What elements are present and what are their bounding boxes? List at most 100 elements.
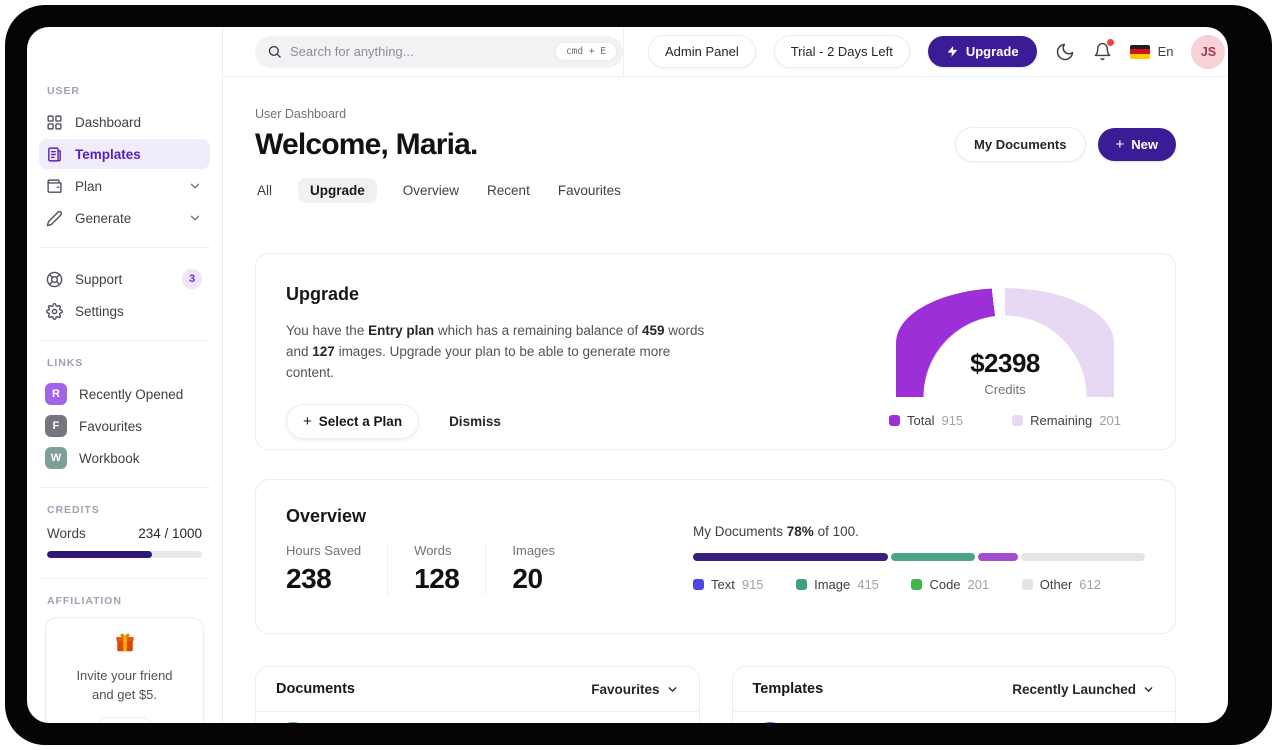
legend-swatch — [1012, 415, 1024, 426]
tabs: All Upgrade Overview Recent Favourites — [255, 178, 1176, 203]
lifebuoy-icon — [45, 270, 63, 288]
sidebar-link-favourites[interactable]: F Favourites — [39, 411, 210, 441]
gauge-center: $2398 Credits — [896, 348, 1114, 397]
upgrade-card: Upgrade You have the Entry plan which ha… — [255, 253, 1176, 450]
pencil-icon — [45, 209, 63, 227]
tab-all[interactable]: All — [257, 183, 273, 198]
upgrade-card-text: You have the Entry plan which has a rema… — [286, 323, 705, 380]
letter-badge: R — [45, 383, 67, 405]
device-frame: USER Dashboard Templates — [5, 5, 1272, 745]
link-label: Recently Opened — [79, 386, 184, 402]
dark-mode-toggle[interactable] — [1055, 42, 1075, 62]
sidebar-section-affiliation: AFFILIATION — [47, 595, 122, 607]
bar-segment-image — [890, 553, 976, 561]
gauge-label: Credits — [984, 382, 1026, 397]
tab-upgrade[interactable]: Upgrade — [298, 178, 377, 203]
tab-favourites[interactable]: Favourites — [557, 183, 621, 198]
affiliation-card: Invite your friend and get $5. Invite — [45, 617, 204, 723]
sidebar-item-label: Settings — [75, 303, 124, 319]
admin-panel-button[interactable]: Admin Panel — [648, 35, 756, 68]
sidebar-item-plan[interactable]: Plan — [39, 171, 210, 201]
language-selector[interactable]: En — [1129, 44, 1174, 59]
templates-filter-dropdown[interactable]: Recently Launched — [1012, 682, 1155, 697]
legend-item-remaining: Remaining 201 — [1012, 413, 1121, 428]
templates-icon — [45, 145, 63, 163]
moon-icon — [1055, 42, 1075, 62]
title-row: Welcome, Maria. My Documents + New — [255, 127, 1176, 162]
sidebar-link-workbook[interactable]: W Workbook — [39, 443, 210, 473]
zap-icon — [946, 45, 959, 58]
sidebar: USER Dashboard Templates — [27, 27, 223, 723]
documents-card-title: Documents — [276, 681, 355, 697]
divider — [39, 340, 210, 341]
sidebar-item-label: Plan — [75, 178, 103, 194]
divider — [39, 247, 210, 248]
sidebar-item-generate[interactable]: Generate — [39, 203, 210, 233]
credits-gauge-block: $2398 Credits Total 915 — [875, 254, 1175, 449]
upgrade-card-title: Upgrade — [286, 284, 360, 304]
divider — [39, 487, 210, 488]
tab-recent[interactable]: Recent — [487, 183, 530, 198]
gear-icon — [45, 302, 63, 320]
dismiss-button[interactable]: Dismiss — [449, 413, 501, 429]
legend-item-other: Other 612 — [1021, 577, 1101, 592]
upgrade-card-body: Upgrade You have the Entry plan which ha… — [256, 254, 736, 449]
stat-hours-saved: Hours Saved 238 — [286, 543, 362, 594]
chevron-down-icon — [188, 211, 202, 225]
tab-overview[interactable]: Overview — [402, 183, 460, 198]
title-actions: My Documents + New — [955, 127, 1176, 162]
search-icon — [267, 44, 282, 59]
invite-button[interactable]: Invite — [96, 716, 153, 723]
legend-swatch — [889, 415, 900, 426]
sidebar-section-links: LINKS — [47, 357, 84, 369]
select-plan-button[interactable]: + Select a Plan — [286, 403, 420, 439]
sidebar-item-support[interactable]: Support 3 — [39, 264, 210, 294]
credits-row: Words 234 / 1000 — [39, 526, 210, 541]
divider — [39, 578, 210, 579]
topbar-left: Search for anything... cmd + E — [223, 27, 623, 76]
plus-icon: + — [303, 412, 312, 430]
user-avatar[interactable]: JS — [1191, 34, 1226, 69]
link-label: Workbook — [79, 450, 140, 466]
app-window: USER Dashboard Templates — [27, 27, 1228, 723]
legend-swatch — [1021, 579, 1033, 590]
bar-segment-other — [1020, 553, 1145, 561]
legend-item-total: Total 915 — [889, 413, 963, 428]
search-input[interactable]: Search for anything... cmd + E — [255, 35, 623, 68]
notifications-button[interactable] — [1093, 39, 1114, 61]
legend-item-image: Image 415 — [796, 577, 879, 592]
templates-card-title: Templates — [752, 681, 824, 697]
legend-item-code: Code 201 — [911, 577, 989, 592]
plus-icon: + — [1115, 136, 1125, 153]
sidebar-link-recently-opened[interactable]: R Recently Opened — [39, 379, 210, 409]
sidebar-item-dashboard[interactable]: Dashboard — [39, 107, 210, 137]
bottom-grid: Documents Favourites Untit — [255, 666, 1176, 723]
overview-stats-block: Overview Hours Saved 238 Words 128 — [256, 480, 555, 633]
credits-label: Words — [47, 526, 86, 541]
sidebar-item-settings[interactable]: Settings — [39, 296, 210, 326]
template-row[interactable]: Blog Post Title in Workbook — [733, 712, 1176, 723]
sidebar-item-label: Templates — [75, 146, 141, 162]
sidebar-item-templates[interactable]: Templates — [39, 139, 210, 169]
credits-gauge-chart: $2398 Credits — [896, 288, 1114, 397]
topbar-right: Admin Panel Trial - 2 Days Left Upgrade — [623, 27, 1228, 76]
bar-segment-code — [978, 553, 1018, 561]
stacked-bar-chart — [693, 553, 1145, 561]
documents-progress-title: My Documents 78% of 100. — [693, 524, 859, 539]
breadcrumb: User Dashboard — [255, 107, 347, 121]
documents-filter-dropdown[interactable]: Favourites — [591, 682, 678, 697]
bar-segment-text — [693, 553, 888, 561]
overview-card-title: Overview — [286, 506, 367, 526]
my-documents-button[interactable]: My Documents — [955, 127, 1086, 162]
documents-progress-block: My Documents 78% of 100. Text — [693, 524, 1145, 633]
document-row[interactable]: Untitled Document in Workbook — [256, 712, 699, 723]
support-count-badge: 3 — [182, 269, 202, 289]
chevron-down-icon — [188, 179, 202, 193]
new-button[interactable]: + New — [1097, 128, 1176, 161]
divider — [387, 545, 389, 595]
language-label: En — [1157, 44, 1174, 59]
trial-badge-button[interactable]: Trial - 2 Days Left — [773, 35, 910, 68]
stat-words: Words 128 — [414, 543, 460, 594]
search-shortcut-badge: cmd + E — [554, 42, 617, 61]
upgrade-button[interactable]: Upgrade — [927, 36, 1037, 67]
